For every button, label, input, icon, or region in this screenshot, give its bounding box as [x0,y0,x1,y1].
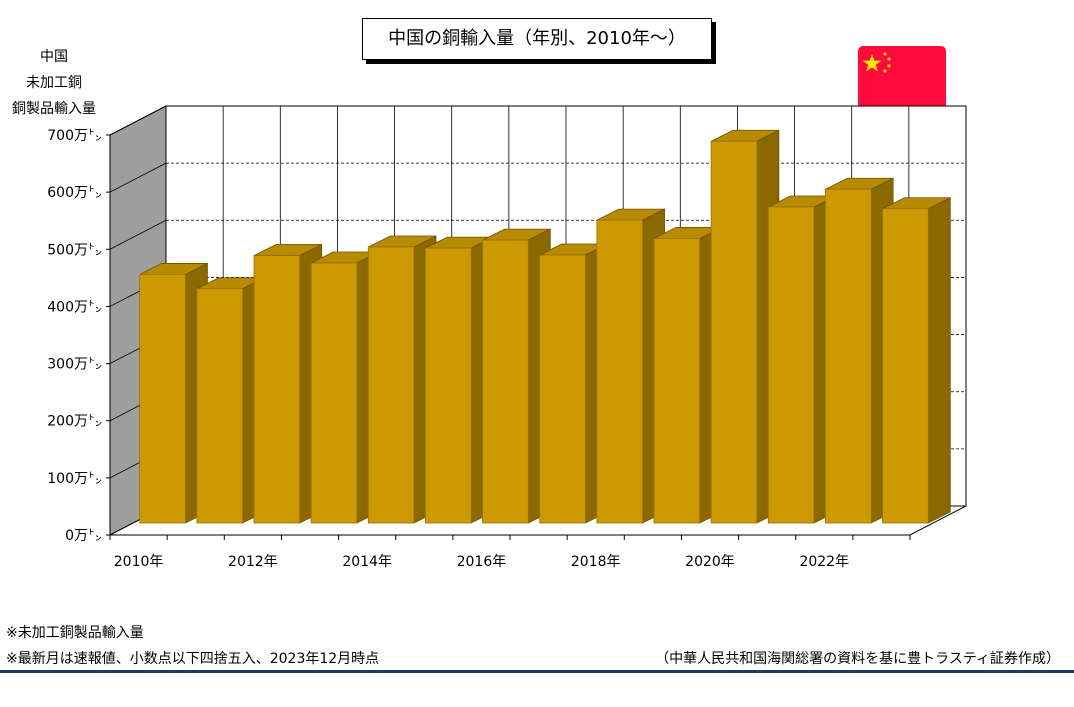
y-tick-label: 600万㌧ [47,185,102,201]
bar [425,247,472,524]
bottom-rule [0,670,1074,673]
footnote: ※未加工銅製品輸入量 [6,625,144,641]
china-flag-icon [858,46,946,110]
bar-side [927,197,951,524]
x-tick-label: 2014年 [342,554,392,570]
gridline-wall [109,162,167,193]
gridline-wall [109,219,167,250]
gridline-wall [109,105,167,136]
bar [825,188,872,524]
y-tick-label: 100万㌧ [47,471,102,487]
x-tick-label: 2020年 [685,554,735,570]
x-tick-label: 2010年 [114,554,164,570]
y-tick-label: 0万㌧ [65,528,102,544]
x-tick-label: 2016年 [457,554,507,570]
y-tick-label: 200万㌧ [47,414,102,430]
bar [882,208,929,524]
bar [539,254,586,524]
bar [367,246,415,524]
y-axis-title-line: 中国 [40,49,68,65]
y-tick-label: 500万㌧ [47,242,102,258]
x-tick-label: 2018年 [571,554,621,570]
bar [653,238,701,524]
bar [139,274,186,524]
bar [253,255,301,524]
source-note: （中華人民共和国海関総署の資料を基に豊トラスティ証券作成） [655,651,1060,667]
y-tick-label: 300万㌧ [47,357,102,373]
bar [310,262,358,524]
x-tick-label: 2022年 [799,554,849,570]
y-tick-label: 700万㌧ [47,128,102,144]
y-axis-title-line: 銅製品輸入量 [12,101,96,117]
chart-title: 中国の銅輸入量（年別、2010年～） [362,18,712,60]
bar [767,206,815,524]
bar [710,140,758,524]
x-tick-label: 2012年 [228,554,278,570]
y-tick-label: 400万㌧ [47,299,102,315]
y-axis-title-line: 未加工銅 [26,75,82,91]
bar [196,288,243,524]
footnote: ※最新月は速報値、小数点以下四捨五入、2023年12月時点 [6,651,380,667]
bar [596,219,643,524]
bar [482,239,529,524]
y-axis-title: 中国 未加工銅 銅製品輸入量 [0,44,108,122]
